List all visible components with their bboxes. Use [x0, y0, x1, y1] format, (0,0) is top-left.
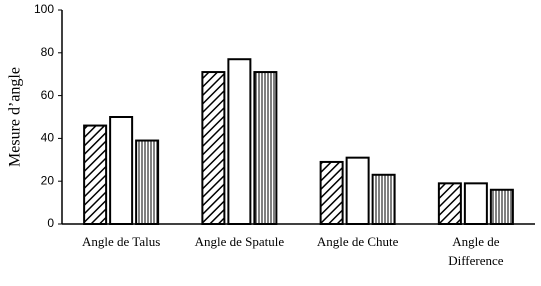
bar [489, 188, 514, 225]
bar [253, 71, 278, 225]
x-tick-label: Angle de Chute [317, 234, 399, 249]
bar [109, 116, 134, 225]
y-tick-label: 20 [41, 173, 55, 187]
bar [437, 182, 462, 225]
x-tick-label: Angle de Talus [82, 234, 160, 249]
x-tick-label: Difference [448, 253, 504, 268]
bar [371, 173, 396, 225]
x-tick-label: Angle de [452, 234, 500, 249]
y-tick-label: 40 [41, 131, 55, 145]
bar [319, 160, 344, 226]
bar [345, 156, 370, 225]
y-tick-label: 60 [41, 88, 55, 102]
bar [135, 139, 160, 225]
y-axis-label: Mesure d’angle [7, 67, 24, 167]
bar [83, 124, 108, 225]
y-tick-label: 0 [47, 216, 54, 230]
y-tick-label: 80 [41, 45, 55, 59]
bar [201, 71, 226, 225]
bar [463, 182, 488, 225]
x-tick-label: Angle de Spatule [195, 234, 285, 249]
y-tick-label: 100 [34, 2, 54, 16]
bar [227, 58, 252, 225]
